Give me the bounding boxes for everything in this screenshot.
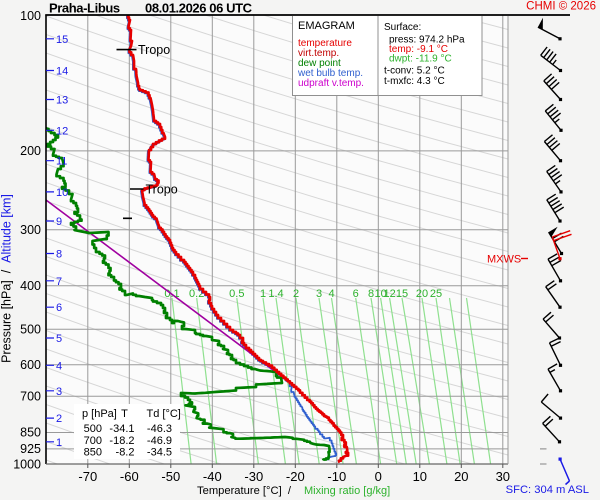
svg-text:20: 20 (416, 288, 428, 300)
svg-text:Mixing ratio [g/kg]: Mixing ratio [g/kg] (304, 485, 390, 497)
svg-text:t-conv: 5.2 °C: t-conv: 5.2 °C (384, 66, 445, 77)
svg-text:-34.5: -34.5 (147, 447, 172, 459)
svg-text:12: 12 (383, 288, 395, 300)
svg-text:dew point: dew point (298, 58, 341, 69)
svg-text:2: 2 (293, 288, 299, 300)
svg-text:-46.3: -46.3 (147, 423, 172, 435)
svg-text:5: 5 (56, 333, 62, 345)
svg-text:4: 4 (56, 360, 62, 372)
svg-text:virt.temp.: virt.temp. (298, 48, 339, 59)
svg-text:600: 600 (20, 358, 41, 372)
svg-text:12: 12 (56, 125, 68, 137)
svg-text:1: 1 (56, 437, 62, 449)
svg-text:Tropo: Tropo (146, 183, 178, 197)
svg-text:-34.1: -34.1 (109, 423, 134, 435)
svg-text:EMAGRAM: EMAGRAM (298, 20, 355, 32)
svg-text:MXWS: MXWS (487, 254, 521, 266)
svg-text:1.4: 1.4 (268, 288, 283, 300)
svg-text:-20: -20 (286, 469, 305, 484)
svg-text:-10: -10 (327, 469, 346, 484)
svg-text:4: 4 (328, 288, 334, 300)
svg-text:20: 20 (454, 469, 468, 484)
svg-text:2: 2 (56, 413, 62, 425)
svg-text:0: 0 (375, 469, 382, 484)
svg-text:p [hPa]: p [hPa] (82, 408, 117, 420)
svg-text:-8.2: -8.2 (116, 447, 135, 459)
svg-text:1: 1 (260, 288, 266, 300)
svg-text:925: 925 (20, 442, 41, 456)
svg-text:dwpt: -11.9 °C: dwpt: -11.9 °C (389, 54, 452, 65)
svg-text:0.5: 0.5 (229, 288, 244, 300)
svg-text:-50: -50 (161, 469, 180, 484)
svg-text:500: 500 (84, 423, 102, 435)
svg-text:10: 10 (374, 288, 386, 300)
svg-text:press: 974.2 hPa: press: 974.2 hPa (389, 35, 465, 46)
svg-text:200: 200 (20, 144, 41, 158)
svg-text:15: 15 (396, 288, 408, 300)
svg-text:SFC: 304 m ASL: SFC: 304 m ASL (506, 484, 589, 496)
svg-text:-60: -60 (120, 469, 139, 484)
svg-text:6: 6 (56, 302, 62, 314)
svg-text:7: 7 (56, 276, 62, 288)
svg-text:Surface:: Surface: (384, 22, 421, 33)
svg-text:temperature: temperature (298, 38, 352, 49)
svg-text:30: 30 (496, 469, 510, 484)
svg-text:10: 10 (413, 469, 427, 484)
svg-text:-40: -40 (203, 469, 222, 484)
svg-text:8: 8 (56, 249, 62, 261)
svg-text:-70: -70 (78, 469, 97, 484)
svg-text:15: 15 (56, 34, 68, 46)
svg-text:Temperature [°C] /: Temperature [°C] / (197, 485, 292, 497)
svg-text:850: 850 (84, 447, 102, 459)
svg-text:3: 3 (316, 288, 322, 300)
svg-text:udpraft v.temp.: udpraft v.temp. (298, 78, 364, 89)
svg-text:Praha-Libus: Praha-Libus (49, 1, 120, 16)
svg-text:10: 10 (56, 187, 68, 199)
svg-text:14: 14 (56, 66, 68, 78)
svg-text:8: 8 (368, 288, 374, 300)
svg-text:1000: 1000 (13, 457, 41, 471)
svg-text:25: 25 (430, 288, 442, 300)
svg-text:temp: -9.1 °C: temp: -9.1 °C (389, 44, 448, 55)
svg-text:500: 500 (20, 322, 41, 336)
svg-text:850: 850 (20, 426, 41, 440)
svg-text:-18.2: -18.2 (109, 435, 134, 447)
svg-text:T: T (121, 408, 128, 420)
svg-text:-46.9: -46.9 (147, 435, 172, 447)
svg-text:13: 13 (56, 95, 68, 107)
svg-text:3: 3 (56, 386, 62, 398)
svg-text:9: 9 (56, 216, 62, 228)
svg-text:Pressure [hPa] / Altitude [k: Pressure [hPa] / Altitude [km] (0, 194, 14, 363)
svg-text:t-mxfc: 4.3 °C: t-mxfc: 4.3 °C (384, 76, 445, 87)
svg-text:Td [°C]: Td [°C] (147, 408, 181, 420)
svg-text:08.01.2026 06 UTC: 08.01.2026 06 UTC (145, 1, 253, 16)
svg-text:700: 700 (20, 390, 41, 404)
svg-text:300: 300 (20, 223, 41, 237)
svg-text:0.2: 0.2 (189, 288, 204, 300)
svg-text:700: 700 (84, 435, 102, 447)
svg-text:400: 400 (20, 279, 41, 293)
svg-text:11: 11 (56, 156, 67, 168)
svg-text:100: 100 (20, 9, 41, 23)
svg-text:6: 6 (353, 288, 359, 300)
svg-text:CHMI © 2026: CHMI © 2026 (526, 1, 596, 13)
svg-text:wet bulb temp.: wet bulb temp. (297, 68, 363, 79)
svg-text:Tropo: Tropo (138, 43, 170, 57)
svg-text:-30: -30 (244, 469, 263, 484)
